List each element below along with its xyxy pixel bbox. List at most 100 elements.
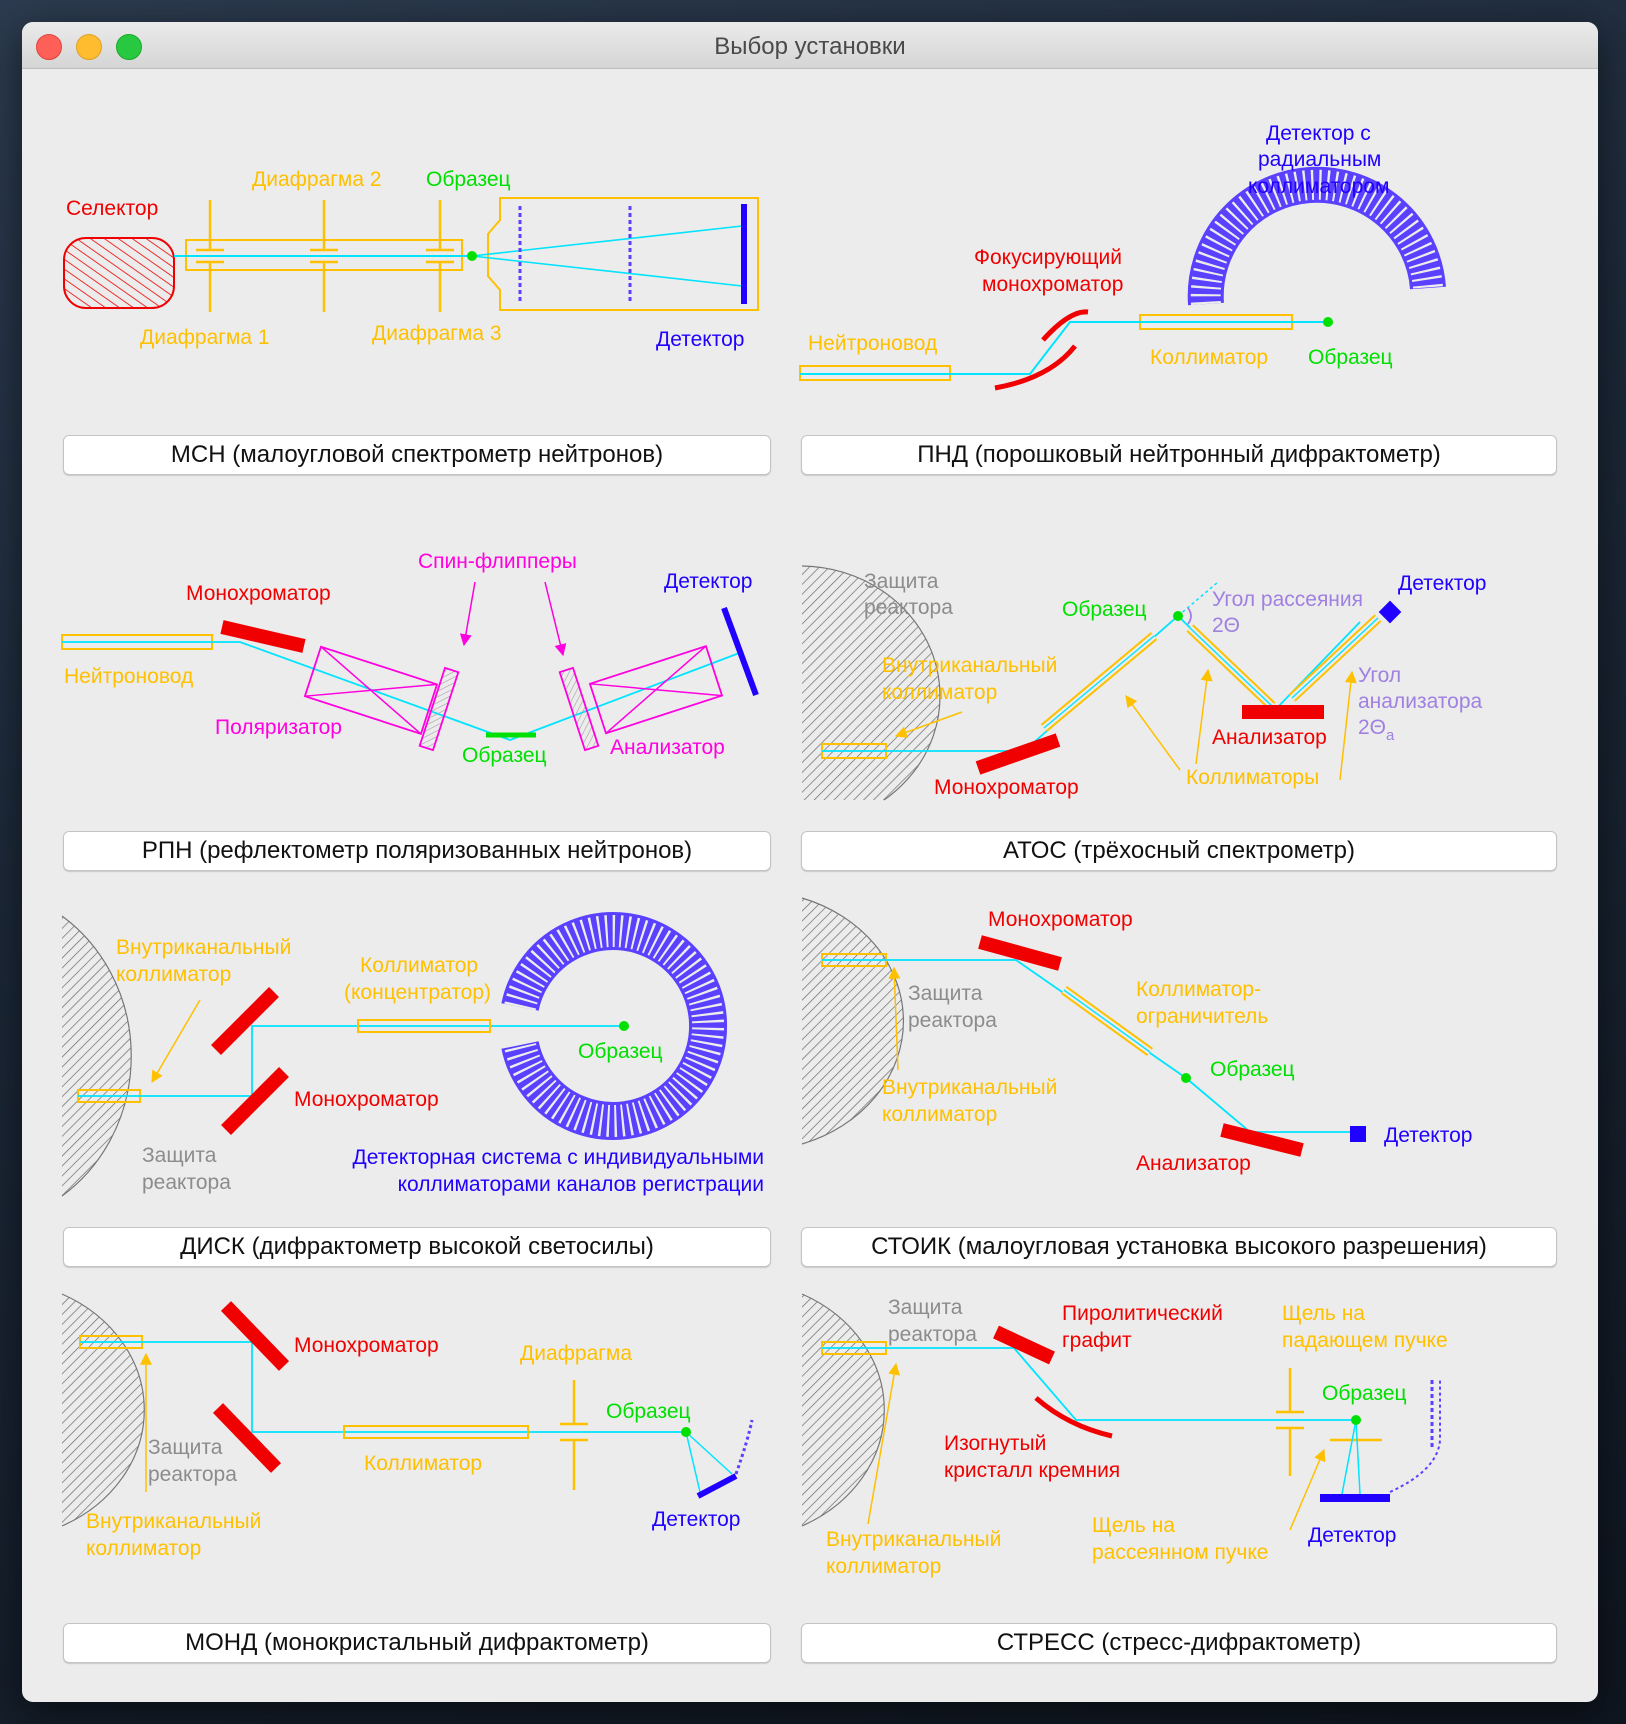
pnd-detector-label-3: коллиматором <box>1248 175 1389 198</box>
stoik-button[interactable]: СТОИК (малоугловая установка высокого ра… <box>801 1227 1557 1267</box>
rpn-guide-label: Нейтроновод <box>64 665 193 688</box>
stoik-analyzer-label: Анализатор <box>1136 1152 1251 1175</box>
stress-diagram: Защита реактора Пиролитический графит Ще… <box>801 1293 1448 1578</box>
stress-inchannel-label-1: Внутриканальный <box>826 1528 1001 1551</box>
disk-inchannel-label-2: коллиматор <box>116 963 231 986</box>
stress-si-label-1: Изогнутый <box>944 1432 1046 1455</box>
mond-collimator-label: Коллиматор <box>364 1452 482 1475</box>
stress-inchannel-label-2: коллиматор <box>826 1555 941 1578</box>
rpn-sample-label: Образец <box>462 744 547 767</box>
stoik-limiter-label-1: Коллиматор- <box>1136 978 1261 1001</box>
stress-slit-sc-label-2: рассеянном пучке <box>1092 1541 1268 1564</box>
pnd-detector-label-1: Детектор с <box>1266 122 1371 145</box>
atos-collimators-label: Коллиматоры <box>1186 766 1319 789</box>
mond-diaphragm-label: Диафрагма <box>520 1342 632 1365</box>
rpn-detector-label: Детектор <box>664 570 752 593</box>
atos-angle-label-2: 2Θ <box>1212 614 1240 637</box>
stoik-detector-label: Детектор <box>1384 1124 1472 1147</box>
atos-aangle-label-2: анализатора <box>1358 690 1483 713</box>
mond-button[interactable]: МОНД (монокристальный дифрактометр) <box>63 1623 771 1663</box>
pnd-mono-label-2: монохроматор <box>982 273 1123 296</box>
disk-button[interactable]: ДИСК (дифрактометр высокой светосилы) <box>63 1227 771 1267</box>
atos-aangle-label-1: Угол <box>1358 664 1401 687</box>
stoik-mono-label: Монохроматор <box>988 908 1133 931</box>
msn-button[interactable]: МСН (малоугловой спектрометр нейтронов) <box>63 435 771 475</box>
sample-label: Образец <box>426 168 511 191</box>
disk-shield-label-1: Защита <box>142 1144 217 1167</box>
stress-detector-label: Детектор <box>1308 1524 1396 1547</box>
atos-mono-label: Монохроматор <box>934 776 1079 799</box>
diaphragm1-label: Диафрагма 1 <box>140 326 270 349</box>
atos-aangle-label-3: 2Θa <box>1358 716 1395 744</box>
disk-collimator-label-2: (концентратор) <box>344 981 491 1004</box>
mond-mono-label: Монохроматор <box>294 1334 439 1357</box>
pnd-guide-label: Нейтроновод <box>808 332 937 355</box>
pnd-button[interactable]: ПНД (порошковый нейтронный дифрактометр) <box>801 435 1557 475</box>
disk-detector-label-1: Детекторная система с индивидуальными <box>353 1146 764 1169</box>
stoik-limiter-label-2: ограничитель <box>1136 1005 1268 1028</box>
rpn-analyzer-label: Анализатор <box>610 736 725 759</box>
disk-mono-label: Монохроматор <box>294 1088 439 1111</box>
stress-shield-label-1: Защита <box>888 1296 963 1319</box>
selector-label: Селектор <box>66 197 158 220</box>
disk-shield-label-2: реактора <box>142 1171 231 1194</box>
mond-inchannel-label-2: коллиматор <box>86 1537 201 1560</box>
stoik-sample-label: Образец <box>1210 1058 1295 1081</box>
pnd-detector-label-2: радиальным <box>1258 148 1381 171</box>
stoik-shield-label-2: реактора <box>908 1009 997 1032</box>
stress-slit-in-label-1: Щель на <box>1282 1302 1365 1325</box>
rpn-diagram: Спин-флипперы Монохроматор Детектор Нейт… <box>61 550 759 767</box>
atos-detector-label: Детектор <box>1398 572 1486 595</box>
atos-analyzer-label: Анализатор <box>1212 726 1327 749</box>
pnd-mono-label-1: Фокусирующий <box>974 246 1122 269</box>
disk-detector-label-2: коллиматорами каналов регистрации <box>398 1173 764 1196</box>
stress-pg-label-2: графит <box>1062 1329 1132 1352</box>
stoik-shield-label-1: Защита <box>908 982 983 1005</box>
stress-shield-label-2: реактора <box>888 1323 977 1346</box>
atos-diagram: Защита реактора Образец Угол рассеяния 2… <box>801 565 1486 801</box>
diaphragm3-label: Диафрагма 3 <box>372 322 502 345</box>
msn-diagram: Селектор Диафрагма 2 Образец Диафрагма 1… <box>63 168 759 351</box>
atos-inchannel-label-2: коллиматор <box>882 681 997 704</box>
minimize-button[interactable] <box>76 34 102 60</box>
rpn-spinflippers-label: Спин-флипперы <box>418 550 577 573</box>
stress-slit-sc-label-1: Щель на <box>1092 1514 1175 1537</box>
disk-inchannel-label-1: Внутриканальный <box>116 936 291 959</box>
mond-shield-label-2: реактора <box>148 1463 237 1486</box>
diaphragm2-label: Диафрагма 2 <box>252 168 382 191</box>
disk-sample-label: Образец <box>578 1040 663 1063</box>
atos-shield-label-2: реактора <box>864 596 953 619</box>
rpn-polarizer-label: Поляризатор <box>215 716 342 739</box>
close-button[interactable] <box>36 34 62 60</box>
pnd-diagram: Детектор с радиальным коллиматором Фокус… <box>799 122 1446 391</box>
disk-collimator-label-1: Коллиматор <box>360 954 478 977</box>
disk-diagram: Внутриканальный коллиматор Коллиматор (к… <box>61 912 764 1197</box>
stress-pg-label-1: Пиролитический <box>1062 1302 1223 1325</box>
window-title: Выбор установки <box>714 33 906 60</box>
mond-inchannel-label-1: Внутриканальный <box>86 1510 261 1533</box>
atos-sample-label: Образец <box>1062 598 1147 621</box>
atos-button[interactable]: АТОС (трёхосный спектрометр) <box>801 831 1557 871</box>
atos-inchannel-label-1: Внутриканальный <box>882 654 1057 677</box>
atos-angle-label-1: Угол рассеяния <box>1212 588 1363 611</box>
mond-shield-label-1: Защита <box>148 1436 223 1459</box>
title-bar: Выбор установки <box>22 22 1598 69</box>
stoik-diagram: Монохроматор Защита реактора Коллиматор-… <box>801 897 1472 1175</box>
stress-sample-label: Образец <box>1322 1382 1407 1405</box>
pnd-sample-label: Образец <box>1308 346 1393 369</box>
stress-slit-in-label-2: падающем пучке <box>1282 1329 1448 1352</box>
mond-diagram: Монохроматор Диафрагма Образец Защита ре… <box>61 1293 754 1560</box>
mond-detector-label: Детектор <box>652 1508 740 1531</box>
zoom-button[interactable] <box>116 34 142 60</box>
atos-shield-label-1: Защита <box>864 570 939 593</box>
rpn-button[interactable]: РПН (рефлектометр поляризованных нейтрон… <box>63 831 771 871</box>
detector-label: Детектор <box>656 328 744 351</box>
stoik-inchannel-label-1: Внутриканальный <box>882 1076 1057 1099</box>
pnd-collimator-label: Коллиматор <box>1150 346 1268 369</box>
stoik-inchannel-label-2: коллиматор <box>882 1103 997 1126</box>
stress-si-label-2: кристалл кремния <box>944 1459 1120 1482</box>
mond-sample-label: Образец <box>606 1400 691 1423</box>
rpn-mono-label: Монохроматор <box>186 582 331 605</box>
stress-button[interactable]: СТРЕСС (стресс-дифрактометр) <box>801 1623 1557 1663</box>
